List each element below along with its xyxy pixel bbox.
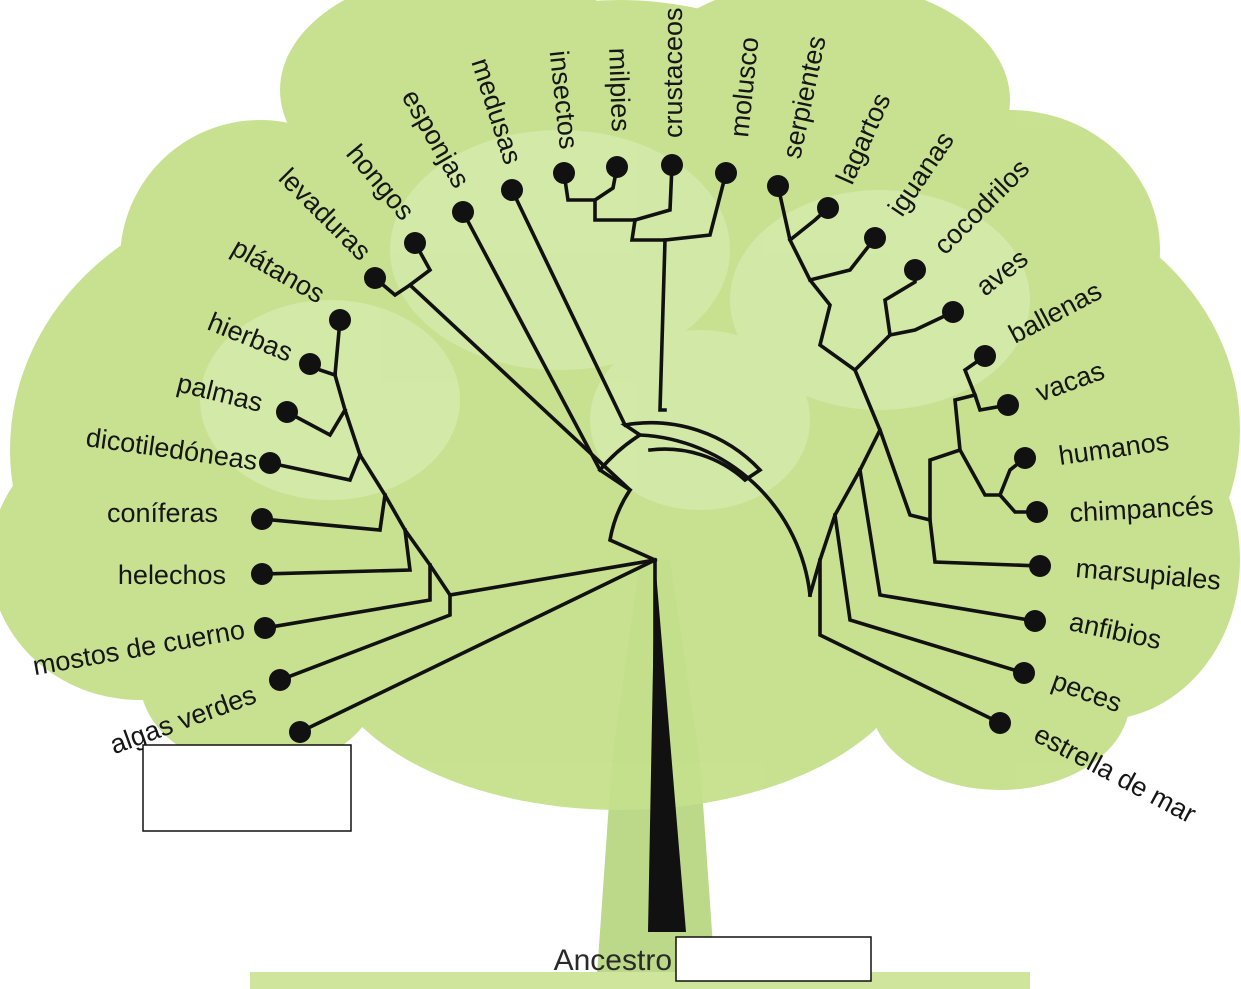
- edge-crustaceos: [632, 163, 674, 223]
- edge-molusco: [663, 170, 729, 242]
- label-crustaceos: crustaceos: [658, 7, 688, 138]
- node-esponjas: [452, 201, 474, 223]
- node-anfibios: [1024, 610, 1046, 632]
- edge-peces: [832, 512, 1027, 676]
- label-milpies: milpies: [603, 47, 636, 132]
- node-levaduras: [364, 267, 386, 289]
- edge-arc-right: [638, 433, 812, 597]
- node-platanos: [329, 309, 351, 331]
- node-estrella: [989, 712, 1011, 734]
- node-milpies: [606, 156, 628, 178]
- edge-root-algae: [297, 557, 658, 735]
- node-algas-verdes: [289, 721, 311, 743]
- node-hierbas: [276, 401, 298, 423]
- node-cocodrilos: [904, 259, 926, 281]
- node-insectos: [553, 162, 575, 184]
- node-humanos: [1014, 447, 1036, 469]
- blank-box-left[interactable]: [142, 744, 352, 832]
- edge-algas-verdes: [277, 593, 452, 683]
- edge-esponjas: [460, 209, 603, 473]
- foliage-highlights: [200, 130, 1030, 510]
- blank-box-root[interactable]: [675, 936, 872, 982]
- node-serpientes: [767, 175, 789, 197]
- node-mostos: [269, 669, 291, 691]
- edge-estrella: [818, 558, 1003, 726]
- node-vacas: [997, 394, 1019, 416]
- node-ballenas: [974, 345, 996, 367]
- edge-medusas: [509, 187, 628, 428]
- edge-coniferas: [260, 492, 388, 532]
- node-hierbas-2: [299, 353, 321, 375]
- edge-anfibios: [857, 467, 1038, 624]
- node-iguanas: [864, 227, 886, 249]
- edge-root-plants: [447, 557, 658, 598]
- node-crustaceos: [661, 154, 683, 176]
- edge-palmas: [284, 407, 348, 438]
- node-medusas: [501, 179, 523, 201]
- node-dicot: [251, 508, 273, 530]
- label-helechos: helechos: [118, 560, 226, 590]
- node-palmas: [259, 452, 281, 474]
- edge-aves: [887, 309, 956, 338]
- edge-helechos: [260, 527, 413, 576]
- label-coniferas: coníferas: [107, 498, 218, 528]
- edge-mostos: [262, 563, 432, 631]
- edge-fungi: [372, 275, 633, 493]
- edge-iguanas: [807, 235, 878, 283]
- node-molusco: [715, 162, 737, 184]
- node-helechos: [254, 617, 276, 639]
- node-hongos: [404, 232, 426, 254]
- root-trunk-wedge: [648, 560, 686, 932]
- edge-plants-spine: [333, 318, 453, 598]
- edge-marsupiales: [927, 517, 1042, 568]
- node-aves: [942, 301, 964, 323]
- node-peces: [1013, 662, 1035, 684]
- node-coniferas: [251, 563, 273, 585]
- leaf-nodes: [251, 154, 1051, 743]
- edge-dicot: [267, 452, 363, 483]
- node-marsupiales: [1029, 555, 1051, 577]
- root-label: Ancestro: [554, 944, 672, 977]
- node-chimpances: [1026, 501, 1048, 523]
- node-lagartos: [817, 197, 839, 219]
